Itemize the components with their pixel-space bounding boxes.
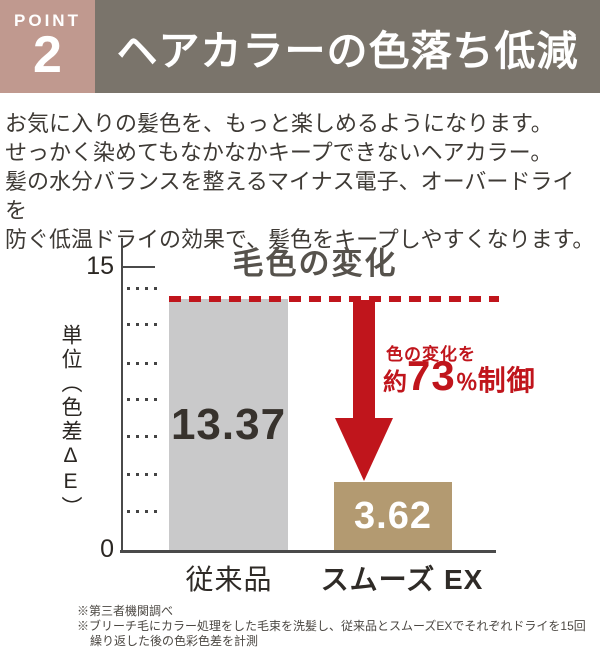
annotation-percent-sign: ％ <box>455 370 478 395</box>
reference-dashed-line <box>169 296 499 302</box>
bar-smooth-ex: 3.62 <box>334 482 452 550</box>
annotation-suffix: 制御 <box>477 365 536 396</box>
intro-line: お気に入りの髪色を、もっと楽しめるようになります。 <box>5 111 553 136</box>
y-axis-title: 単位（色差ΔE） <box>55 324 85 520</box>
intro-paragraph: お気に入りの髪色を、もっと楽しめるようになります。 せっかく染めてもなかなかキー… <box>0 93 600 252</box>
footnotes: ※第三者機関調べ ※ブリーチ毛にカラー処理をした毛束を洗髪し、従来品とスムーズE… <box>77 604 590 649</box>
x-axis-line <box>120 550 496 553</box>
header: POINT 2 ヘアカラーの色落ち低減 <box>0 0 600 93</box>
point-badge-number: 2 <box>33 26 62 85</box>
point-badge-label: POINT <box>14 11 81 31</box>
intro-line: 髪の水分バランスを整えるマイナス電子、オーバードライを <box>5 169 575 223</box>
chart-title: 毛色の変化 <box>232 246 398 281</box>
y-axis-line <box>121 238 123 553</box>
footnote-method-line2: 繰り返した後の色彩色差を計測 <box>90 634 259 648</box>
bar-chart: 毛色の変化 15 0 単位（色差ΔE） 13.37 3.62 色の変化を 約73… <box>0 228 600 600</box>
x-label-conventional: 従来品 <box>185 564 273 595</box>
y-axis-dotted-tick <box>127 510 159 513</box>
footnote-method-line1: ※ブリーチ毛にカラー処理をした毛束を洗髪し、従来品とスムーズEXでそれぞれドライ… <box>77 619 586 633</box>
y-axis-dotted-tick <box>127 435 159 438</box>
annotation-percent-value: 73 <box>407 352 456 399</box>
y-axis-title-paren: ） <box>59 496 82 520</box>
intro-line: 防ぐ低温ドライの効果で、髪色をキープしやすくなります。 <box>5 227 595 252</box>
bar-value-smooth-ex: 3.62 <box>354 494 432 537</box>
y-tick-label-0: 0 <box>100 535 114 563</box>
y-axis-title-text: 単位（色差 <box>59 324 82 444</box>
y-axis-dotted-tick <box>127 473 159 476</box>
y-axis-dotted-tick <box>127 287 159 290</box>
annotation-reduction: 約73％制御 <box>383 352 536 400</box>
bar-value-conventional: 13.37 <box>170 399 287 449</box>
y-axis-dotted-tick <box>127 362 159 365</box>
y-tick-label-15: 15 <box>86 252 114 280</box>
bar-conventional: 13.37 <box>169 299 288 550</box>
annotation-prefix: 約 <box>383 369 407 396</box>
y-axis-dotted-tick <box>127 323 159 326</box>
y-axis-dotted-tick <box>127 398 159 401</box>
x-label-smooth-ex: スムーズ EX <box>320 564 484 595</box>
annotation-intro: 色の変化を <box>386 345 476 364</box>
y-axis-title-delta-e: ΔE <box>59 444 82 496</box>
footnote-source: ※第三者機関調べ <box>77 604 174 618</box>
intro-line: せっかく染めてもなかなかキープできないヘアカラー。 <box>5 140 553 165</box>
point-badge: POINT 2 <box>0 0 95 93</box>
y-axis-major-tick <box>123 266 155 268</box>
page-title: ヘアカラーの色落ち低減 <box>95 0 600 93</box>
down-arrow-icon <box>335 300 393 481</box>
